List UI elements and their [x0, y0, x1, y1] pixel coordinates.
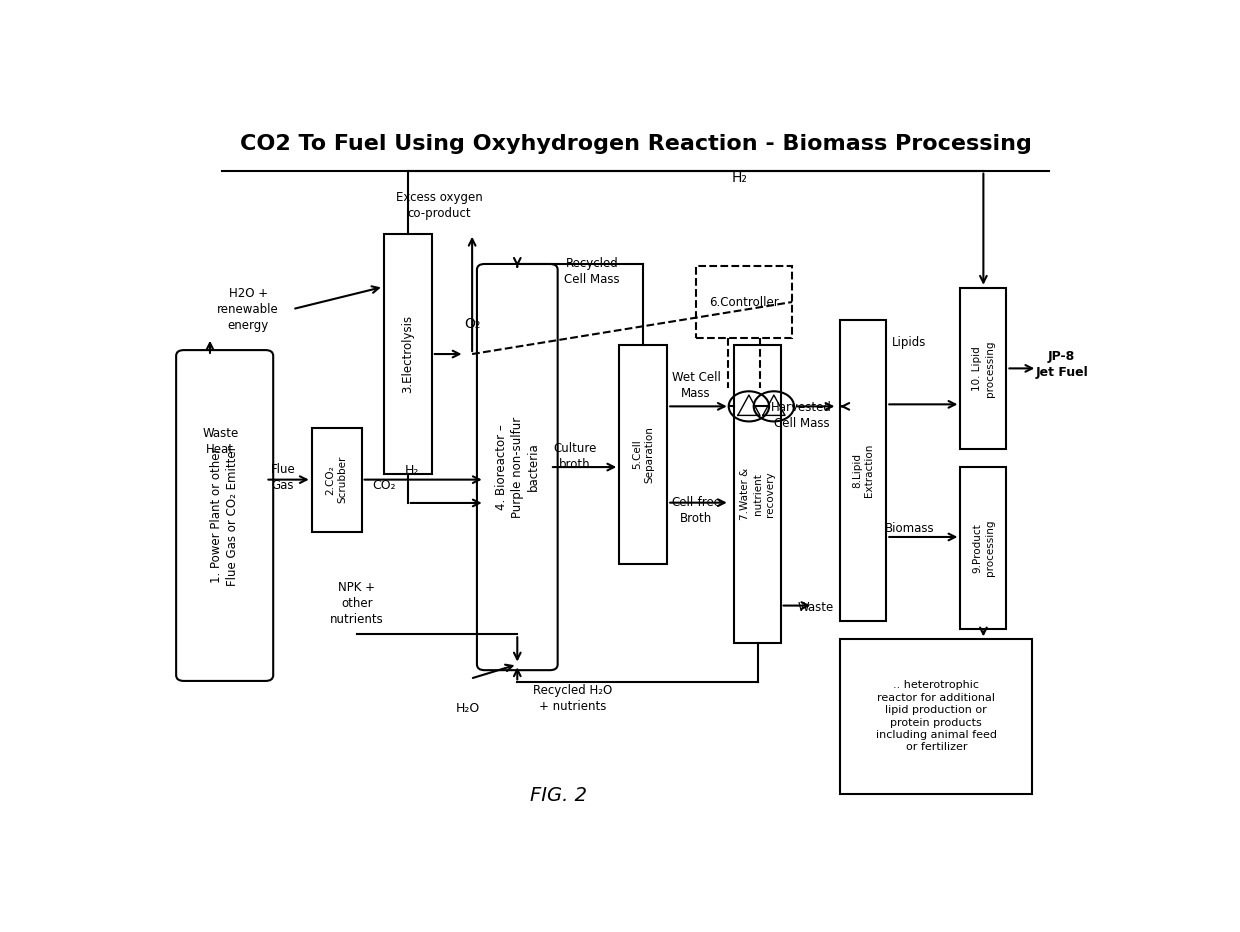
Text: Harvested
Cell Mass: Harvested Cell Mass	[771, 401, 832, 430]
Bar	[960, 467, 1007, 628]
Text: Culture
broth: Culture broth	[553, 442, 596, 471]
Bar	[311, 428, 362, 531]
Bar	[734, 345, 781, 643]
Text: 5.Cell
Separation: 5.Cell Separation	[632, 426, 655, 483]
Text: CO2 To Fuel Using Oxyhydrogen Reaction - Biomass Processing: CO2 To Fuel Using Oxyhydrogen Reaction -…	[239, 134, 1032, 154]
Text: 7.Water &
nutrient
recovery: 7.Water & nutrient recovery	[740, 468, 775, 520]
Text: H₂: H₂	[404, 464, 419, 477]
Text: H₂O: H₂O	[456, 703, 480, 716]
Text: CO₂: CO₂	[372, 478, 396, 491]
Text: Biomass: Biomass	[884, 522, 934, 535]
Text: O₂: O₂	[464, 317, 480, 331]
FancyBboxPatch shape	[477, 264, 558, 670]
FancyBboxPatch shape	[176, 350, 273, 681]
Text: 4. Bioreactor –
Purple non-sulfur
bacteria: 4. Bioreactor – Purple non-sulfur bacter…	[495, 417, 539, 517]
Text: FIG. 2: FIG. 2	[531, 786, 587, 804]
Text: Recycled H₂O
+ nutrients: Recycled H₂O + nutrients	[533, 684, 613, 713]
Text: Wet Cell
Mass: Wet Cell Mass	[672, 372, 720, 401]
Text: Cell-free
Broth: Cell-free Broth	[671, 496, 720, 525]
Bar	[696, 267, 792, 338]
Text: 10. Lipid
processing: 10. Lipid processing	[972, 340, 994, 397]
Text: Flue
Gas: Flue Gas	[270, 463, 295, 492]
Text: NPK +
other
nutrients: NPK + other nutrients	[330, 581, 383, 626]
Bar	[841, 639, 1033, 794]
Text: 8.Lipid
Extraction: 8.Lipid Extraction	[852, 444, 874, 498]
Bar	[960, 288, 1007, 449]
Text: JP-8
Jet Fuel: JP-8 Jet Fuel	[1035, 350, 1087, 379]
Text: 9.Product
processing: 9.Product processing	[972, 519, 994, 576]
Text: Recycled
Cell Mass: Recycled Cell Mass	[564, 256, 620, 285]
Text: Excess oxygen
co-product: Excess oxygen co-product	[396, 191, 482, 220]
Text: 1. Power Plant or other
Flue Gas or CO₂ Emitter: 1. Power Plant or other Flue Gas or CO₂ …	[210, 445, 239, 586]
Text: Waste: Waste	[799, 600, 835, 613]
Text: Waste
Heat: Waste Heat	[202, 428, 238, 457]
Text: H₂: H₂	[732, 171, 748, 185]
Bar	[619, 345, 667, 564]
Bar	[383, 234, 432, 474]
Text: 3.Electrolysis: 3.Electrolysis	[402, 315, 414, 393]
Text: H2O +
renewable
energy: H2O + renewable energy	[217, 287, 279, 332]
Text: .. heterotrophic
reactor for additional
lipid production or
protein products
inc: .. heterotrophic reactor for additional …	[875, 680, 997, 752]
Text: Lipids: Lipids	[893, 336, 926, 350]
Bar	[841, 320, 887, 622]
Text: 6.Controller: 6.Controller	[709, 295, 779, 308]
Text: 2.CO₂
Scrubber: 2.CO₂ Scrubber	[325, 456, 348, 503]
